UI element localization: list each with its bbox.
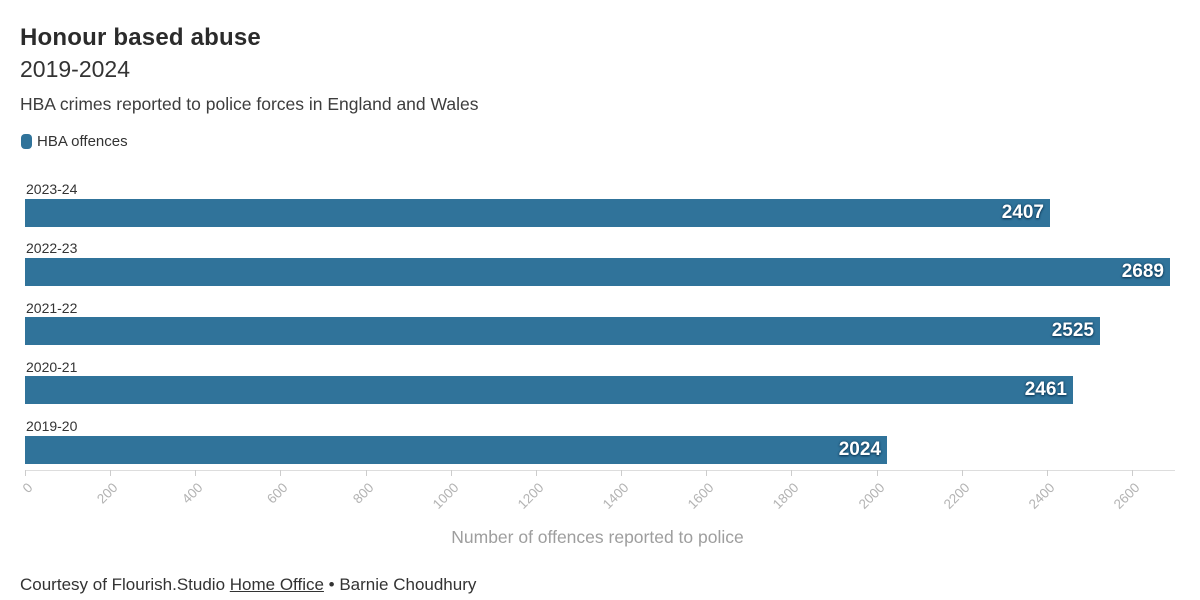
category-label: 2022-23 (26, 240, 78, 257)
category-label: 2023-24 (26, 181, 78, 197)
x-axis-tick (961, 470, 963, 476)
bar-value-label: 2407 (1001, 201, 1044, 223)
bar[interactable]: 2461 (25, 376, 1073, 405)
x-axis-tick (450, 470, 452, 476)
x-axis-tick (1132, 470, 1134, 476)
legend: HBA offences (21, 133, 128, 150)
x-axis-tick (535, 470, 537, 476)
chart-title: Honour based abuse (20, 24, 261, 51)
x-axis-tick (110, 470, 112, 476)
x-axis-tick (280, 470, 282, 476)
x-axis-tick (25, 470, 26, 476)
bar-value-label: 2461 (1024, 379, 1067, 401)
bar[interactable]: 2024 (25, 435, 887, 464)
bar-value-label: 2689 (1121, 260, 1164, 282)
bar-value-label: 2525 (1051, 320, 1094, 342)
legend-item-hba-offences[interactable]: HBA offences (21, 133, 128, 150)
x-axis-title: Number of offences reported to police (451, 527, 744, 547)
bar[interactable]: 2525 (25, 317, 1100, 346)
footer-separator: • (323, 575, 340, 594)
footer-author: Barnie Choudhury (339, 575, 477, 594)
bar[interactable]: 2689 (25, 257, 1170, 286)
footer-credit-text: Courtesy of Flourish.Studio (20, 575, 230, 594)
legend-item-label: HBA offences (37, 133, 128, 150)
footer-credit: Courtesy of Flourish.Studio Home Office … (20, 575, 476, 595)
category-label: 2021-22 (26, 299, 78, 316)
x-axis-tick (195, 470, 197, 476)
x-axis-tick (1046, 470, 1048, 476)
footer-source-link[interactable]: Home Office (229, 575, 324, 594)
x-axis-tick (876, 470, 878, 476)
x-axis-tick (706, 470, 708, 476)
legend-swatch-icon (21, 134, 32, 149)
category-label: 2019-20 (26, 418, 78, 435)
category-label: 2020-21 (26, 358, 78, 375)
x-axis-tick (621, 470, 623, 476)
x-axis-tick (791, 470, 793, 476)
bar[interactable]: 2407 (25, 198, 1050, 227)
chart-subtitle: 2019-2024 (20, 56, 130, 82)
x-axis-tick (365, 470, 367, 476)
x-axis-line (25, 470, 1175, 471)
chart-description: HBA crimes reported to police forces in … (20, 94, 479, 114)
bar-value-label: 2024 (838, 438, 881, 460)
